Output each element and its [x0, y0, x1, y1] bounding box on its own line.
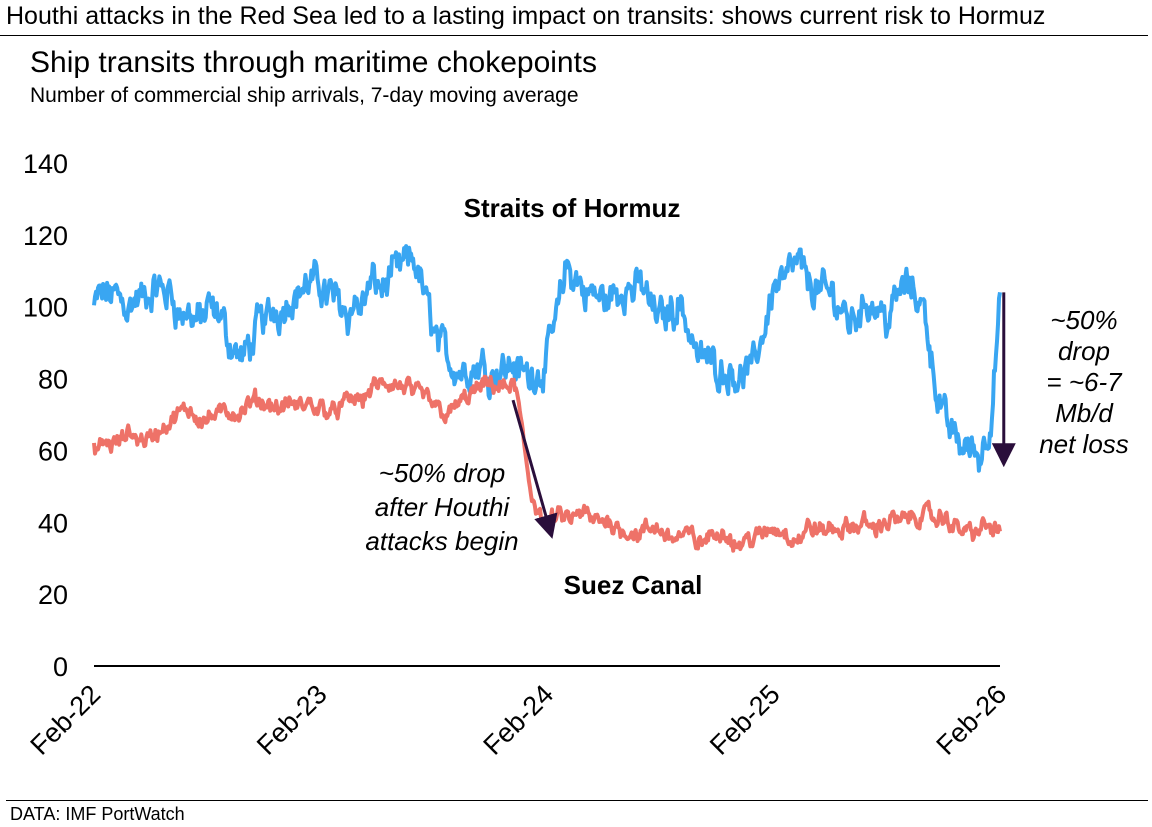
annotation-arrow-suez-drop — [511, 399, 558, 539]
headline: Houthi attacks in the Red Sea led to a l… — [6, 2, 1046, 30]
x-tick-label: Feb-23 — [251, 679, 333, 761]
annotation-line: attacks begin — [365, 526, 518, 556]
series-label-suez: Suez Canal — [564, 570, 703, 600]
annotation-text-hormuz-drop: ~50% drop = ~6-7 Mb/d net loss — [1039, 305, 1129, 459]
chart-title: Ship transits through maritime chokepoin… — [30, 46, 597, 79]
annotation-line: drop — [1058, 336, 1110, 366]
y-tick-label: 0 — [53, 652, 68, 682]
annotation-line: net loss — [1039, 429, 1129, 459]
annotation-line: = ~6-7 — [1046, 367, 1123, 397]
series-label-hormuz: Straits of Hormuz — [464, 193, 681, 223]
y-tick-label: 40 — [38, 508, 68, 538]
annotation-layer: ~50% drop after Houthi attacks begin ~50% dr… — [365, 292, 1129, 556]
y-tick-label: 100 — [23, 293, 68, 323]
y-tick-label: 20 — [38, 580, 68, 610]
series-layer — [92, 244, 1002, 553]
x-tick-label: Feb-22 — [25, 679, 107, 761]
y-tick-label: 60 — [38, 436, 68, 466]
annotation-text-suez-drop: ~50% drop after Houthi attacks begin — [365, 458, 518, 556]
annotation-line: ~50% drop — [379, 458, 505, 488]
top-divider — [0, 35, 1148, 36]
series-line-hormuz — [92, 244, 1002, 473]
x-tick-label: Feb-26 — [931, 679, 1013, 761]
x-tick-label: Feb-24 — [478, 679, 560, 761]
annotation-line: after Houthi — [375, 492, 511, 522]
x-tick-label: Feb-25 — [704, 679, 786, 761]
source-note: DATA: IMF PortWatch — [10, 804, 185, 824]
y-tick-label: 140 — [23, 149, 68, 179]
annotation-line: ~50% — [1050, 305, 1117, 335]
chart-subtitle: Number of commercial ship arrivals, 7-da… — [30, 84, 579, 107]
bottom-divider — [6, 800, 1148, 801]
y-tick-label: 120 — [23, 221, 68, 251]
x-axis-ticks: Feb-22 Feb-23 Feb-24 Feb-25 Feb-26 — [25, 679, 1013, 761]
y-axis-ticks: 0 20 40 60 80 100 120 140 — [23, 149, 68, 682]
annotation-line: Mb/d — [1055, 398, 1114, 428]
y-tick-label: 80 — [38, 365, 68, 395]
